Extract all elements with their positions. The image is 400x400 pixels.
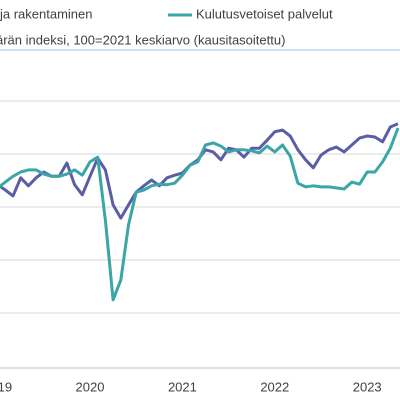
x-tick-label: 2021 [168, 379, 197, 394]
legend-label: Kulutusvetoiset palvelut [196, 6, 333, 21]
x-tick-label: 2019 [0, 379, 12, 394]
series-line [0, 127, 400, 302]
chart-subtitle: ärän indeksi, 100=2021 keskiarvo (kausit… [0, 32, 285, 47]
x-tick-label: 2020 [76, 379, 105, 394]
series-line [0, 122, 399, 220]
legend-label: ja rakentaminen [0, 6, 93, 21]
x-tick-label: 2023 [353, 379, 382, 394]
x-tick-label: 2022 [260, 379, 289, 394]
